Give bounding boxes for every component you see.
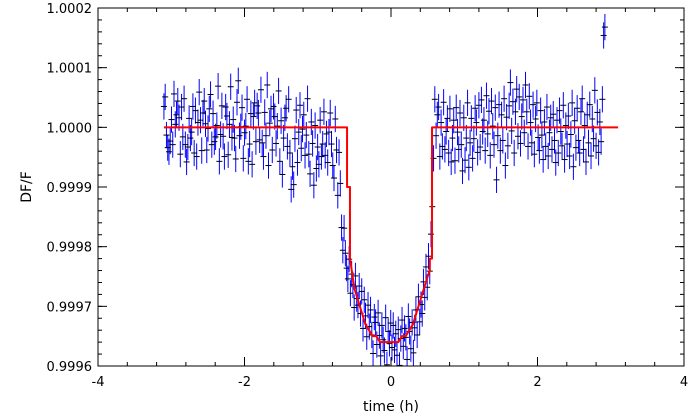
y-tick-label: 1.0001 (47, 62, 93, 77)
y-tick-label: 0.9999 (47, 181, 93, 196)
y-tick-label: 1.0000 (47, 121, 93, 136)
x-tick-label: -4 (92, 375, 105, 390)
x-axis-label: time (h) (363, 399, 419, 415)
y-tick-label: 0.9998 (47, 241, 93, 256)
x-axis-ticks: -4 -2 0 2 4 (92, 8, 688, 390)
model-line-group (163, 126, 619, 344)
y-tick-label: 0.9996 (47, 360, 93, 375)
y-axis-label: DF/F (19, 171, 35, 203)
x-tick-label: 0 (387, 375, 395, 390)
y-axis-ticks: 0.9996 0.9997 0.9998 0.9999 1.0000 1.0001 1.00… (47, 2, 684, 375)
model-line (163, 126, 619, 344)
data-point-markers (160, 26, 608, 366)
x-tick-label: 2 (533, 375, 541, 390)
x-tick-label: -2 (238, 375, 251, 390)
y-tick-label: 1.0002 (47, 2, 93, 17)
x-tick-label: 4 (680, 375, 688, 390)
error-bars (163, 13, 606, 366)
y-tick-label: 0.9997 (47, 300, 93, 315)
